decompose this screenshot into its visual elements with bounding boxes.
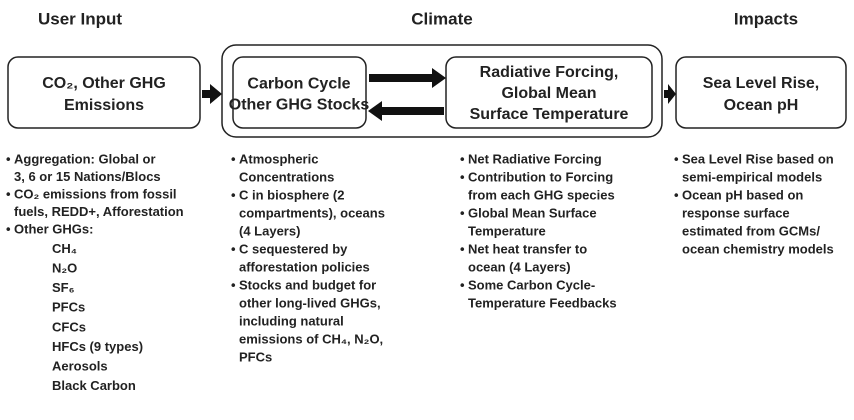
ghg-item: HFCs (9 types) <box>52 339 143 354</box>
bullet-text: Some Carbon Cycle- <box>468 277 595 292</box>
bullet-text: 3, 6 or 15 Nations/Blocs <box>14 169 161 184</box>
bullet-text: emissions of CH₄, N₂O, <box>239 331 383 346</box>
bullet-dot: • <box>6 186 11 201</box>
arrow <box>368 101 444 121</box>
bullet-text: ocean chemistry models <box>682 241 834 256</box>
bullet-text: from each GHG species <box>468 187 615 202</box>
ghg-item: SF₆ <box>52 280 75 295</box>
carbon-box <box>232 56 367 129</box>
bullet-dot: • <box>231 187 236 202</box>
bullet-dot: • <box>460 277 465 292</box>
ghg-item: Black Carbon <box>52 378 136 393</box>
bullet-text: compartments), oceans <box>239 205 385 220</box>
box-label: Surface Temperature <box>470 106 629 123</box>
bullet-text: semi-empirical models <box>682 169 822 184</box>
forcing-box <box>445 56 653 129</box>
input-box <box>7 56 201 129</box>
bullet-text: Other GHGs: <box>14 221 93 236</box>
bullet-dot: • <box>460 241 465 256</box>
ghg-item: CH₄ <box>52 241 77 256</box>
arrow <box>369 68 446 88</box>
bullet-text: C sequestered by <box>239 241 348 256</box>
bullet-text: Net Radiative Forcing <box>468 151 602 166</box>
bullet-text: Stocks and budget for <box>239 277 376 292</box>
bullet-text: PFCs <box>239 349 272 364</box>
bullet-text: C in biosphere (2 <box>239 187 344 202</box>
header: Climate <box>411 9 472 28</box>
box-label: Global Mean <box>501 85 596 102</box>
box-label: CO₂, Other GHG <box>42 75 166 92</box>
ghg-item: PFCs <box>52 300 85 315</box>
bullet-text: Sea Level Rise based on <box>682 151 834 166</box>
arrow <box>664 84 676 104</box>
bullet-dot: • <box>460 169 465 184</box>
bullet-dot: • <box>231 277 236 292</box>
ghg-item: CFCs <box>52 319 86 334</box>
box-label: Other GHG Stocks <box>229 97 370 114</box>
bullet-text: fuels, REDD+, Afforestation <box>14 204 184 219</box>
bullet-dot: • <box>674 187 679 202</box>
ghg-item: Aerosols <box>52 359 108 374</box>
arrow <box>202 84 222 104</box>
bullet-text: Contribution to Forcing <box>468 169 613 184</box>
bullet-dot: • <box>231 151 236 166</box>
bullet-dot: • <box>6 221 11 236</box>
box-label: Ocean pH <box>724 97 799 114</box>
bullet-dot: • <box>460 151 465 166</box>
bullet-text: Atmospheric <box>239 151 318 166</box>
box-label: Carbon Cycle <box>247 76 350 93</box>
bullet-text: Temperature Feedbacks <box>468 295 617 310</box>
bullet-text: Net heat transfer to <box>468 241 587 256</box>
header: User Input <box>38 9 122 28</box>
bullet-text: Concentrations <box>239 169 334 184</box>
bullet-dot: • <box>6 151 11 166</box>
box-label: Sea Level Rise, <box>703 75 820 92</box>
box-label: Emissions <box>64 97 144 114</box>
bullet-dot: • <box>674 151 679 166</box>
bullet-dot: • <box>231 241 236 256</box>
impacts-box <box>675 56 847 129</box>
header: Impacts <box>734 9 798 28</box>
bullet-dot: • <box>460 205 465 220</box>
ghg-item: N₂O <box>52 261 77 276</box>
bullet-text: Ocean pH based on <box>682 187 803 202</box>
bullet-text: response surface <box>682 205 790 220</box>
bullet-text: estimated from GCMs/ <box>682 223 820 238</box>
bullet-text: Aggregation: Global or <box>14 151 156 166</box>
box-label: Radiative Forcing, <box>480 64 619 81</box>
bullet-text: other long-lived GHGs, <box>239 295 381 310</box>
bullet-text: Temperature <box>468 223 546 238</box>
bullet-text: (4 Layers) <box>239 223 300 238</box>
bullet-text: CO₂ emissions from fossil <box>14 186 177 201</box>
bullet-text: ocean (4 Layers) <box>468 259 571 274</box>
bullet-text: afforestation policies <box>239 259 370 274</box>
bullet-text: Global Mean Surface <box>468 205 597 220</box>
bullet-text: including natural <box>239 313 344 328</box>
